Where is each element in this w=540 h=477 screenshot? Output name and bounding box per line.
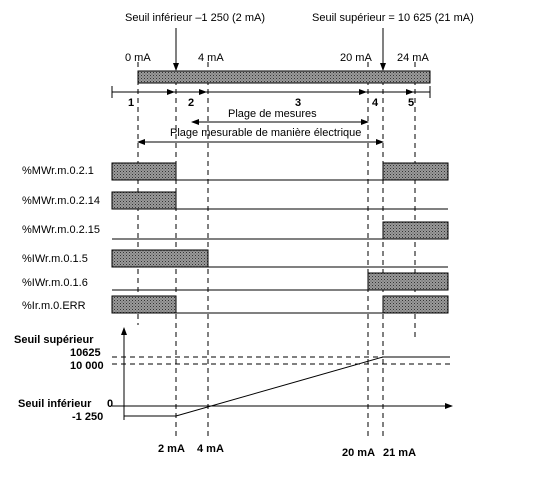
- zone: 1: [128, 97, 134, 109]
- axis-label: Seuil inférieur: [18, 398, 92, 410]
- x-label: 2 mA: [158, 443, 185, 455]
- zone: 2: [188, 97, 194, 109]
- x-label: 21 mA: [383, 447, 416, 459]
- layout: [111, 28, 453, 440]
- signal-label: %Ir.m.0.ERR: [22, 300, 86, 312]
- signal-label: %MWr.m.0.2.14: [22, 195, 100, 207]
- annotation: Seuil supérieur = 10 625 (21 mA): [312, 12, 474, 24]
- signal-label: %MWr.m.0.2.15: [22, 224, 100, 236]
- signal-label: %MWr.m.0.2.1: [22, 165, 94, 177]
- axis-label: Seuil supérieur: [14, 334, 94, 346]
- x-label: 4 mA: [197, 443, 224, 455]
- scale-label: 0 mA: [125, 52, 151, 64]
- scale-label: 20 mA: [340, 52, 372, 64]
- x-label: 20 mA: [342, 447, 375, 459]
- range-label: Plage de mesures: [228, 108, 317, 120]
- y-label: -1 250: [72, 411, 103, 423]
- zone: 3: [295, 97, 301, 109]
- y-label: 0: [107, 398, 113, 410]
- range-label: Plage mesurable de manière électrique: [170, 127, 361, 139]
- signal-label: %IWr.m.0.1.5: [22, 253, 88, 265]
- y-label: 10 000: [70, 360, 104, 372]
- scale-label: 24 mA: [397, 52, 429, 64]
- signal-label: %IWr.m.0.1.6: [22, 277, 88, 289]
- annotation: Seuil inférieur –1 250 (2 mA): [125, 12, 265, 24]
- zone: 4: [372, 97, 379, 109]
- y-label: 10625: [70, 347, 101, 359]
- zone: 5: [408, 97, 414, 109]
- scale-label: 4 mA: [198, 52, 224, 64]
